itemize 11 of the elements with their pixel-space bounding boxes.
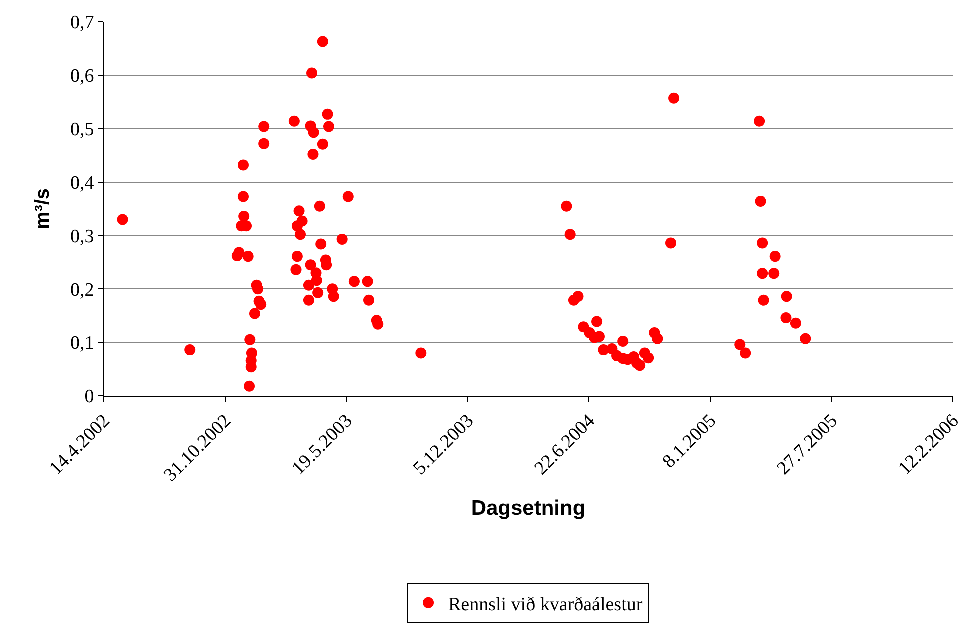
legend-label: Rennsli við kvarðaálestur <box>448 594 644 616</box>
x-axis-title: Dagsetning <box>471 497 586 520</box>
y-axis-title: m³/s <box>32 188 54 230</box>
y-tick-label: 0,2 <box>70 280 94 301</box>
y-tick-label: 0,6 <box>70 66 94 88</box>
y-tick-label: 0 <box>84 386 94 408</box>
y-tick-label: 0,4 <box>70 172 95 194</box>
y-tick-label: 0,5 <box>70 120 94 141</box>
y-tick-label: 0,7 <box>70 12 94 34</box>
y-tick-label: 0,1 <box>70 333 94 354</box>
y-tick-label: 0,3 <box>70 226 94 248</box>
